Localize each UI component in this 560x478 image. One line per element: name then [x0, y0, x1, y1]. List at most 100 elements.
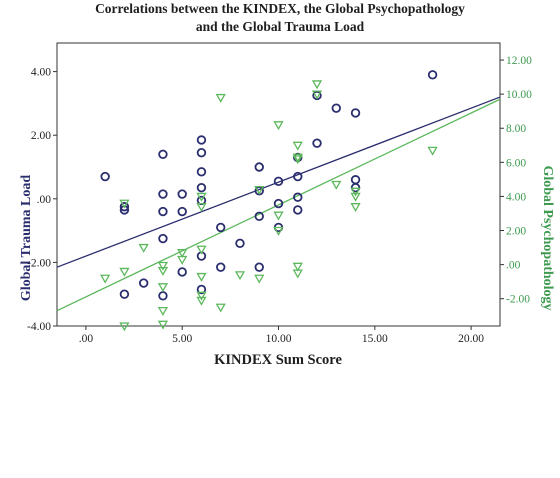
trauma-fit-line: [56, 96, 501, 268]
left-tick-label: -4.00: [27, 321, 51, 333]
trauma-point: [177, 267, 187, 277]
trauma-point: [158, 149, 168, 159]
trauma-point: [158, 206, 168, 217]
trauma-point: [293, 192, 303, 202]
trauma-point: [273, 176, 284, 187]
psychopathology-point: [273, 121, 284, 131]
psychopathology-point: [311, 80, 323, 90]
psychopathology-point: [119, 322, 130, 332]
chart-title: Correlations between the KINDEX, the Glo…: [0, 0, 560, 36]
left-tick-label: 2.00: [31, 130, 51, 142]
trauma-point: [158, 233, 168, 244]
psychopathology-point: [215, 93, 226, 103]
psychopathology-point: [157, 307, 169, 316]
psychopathology-point: [427, 146, 438, 156]
psychopathology-point: [292, 269, 303, 279]
psychopathology-point: [196, 203, 207, 212]
psychopathology-point: [292, 141, 303, 151]
psychopathology-point: [138, 243, 149, 253]
trauma-point: [196, 135, 207, 145]
psychopathology-point: [215, 303, 226, 313]
right-tick-label: 2.00: [506, 226, 526, 238]
trauma-point: [293, 205, 303, 215]
psychopathology-point: [331, 180, 342, 190]
trauma-point: [331, 103, 341, 113]
trauma-point: [100, 171, 110, 182]
trauma-point: [254, 211, 264, 221]
trauma-point: [119, 289, 130, 299]
y-axis-right-title: Global Psychopathology: [540, 165, 555, 310]
trauma-point: [216, 222, 226, 233]
psychopathology-point: [119, 199, 130, 209]
trauma-point: [177, 206, 187, 217]
x-tick-label: 10.00: [266, 333, 292, 345]
psychopathology-point: [119, 267, 130, 277]
psychopathology-point: [196, 296, 207, 306]
left-tick-label: 4.00: [31, 67, 51, 79]
trauma-point: [312, 138, 322, 148]
left-tick-label: -2.00: [27, 257, 51, 269]
right-axis-ticks: -2.00 .00 2.00 4.00 6.00 8.00 10.00 12.00: [500, 55, 532, 306]
x-tick-label: .00: [79, 333, 94, 345]
right-tick-label: 8.00: [506, 123, 526, 135]
x-tick-label: 15.00: [362, 333, 388, 345]
psychopathology-point: [234, 271, 246, 281]
psychopathology-point: [292, 153, 303, 163]
psychopathology-point: [254, 274, 265, 284]
x-tick-label: 5.00: [172, 333, 192, 345]
psychopathology-point: [350, 203, 361, 212]
y-axis-left-title: Global Trauma Load: [19, 175, 34, 302]
trauma-point: [350, 108, 361, 118]
data-markers: [100, 70, 438, 332]
psychopathology-point: [100, 274, 111, 284]
trauma-point: [293, 171, 303, 182]
trauma-point: [254, 262, 264, 272]
psychopathology-point: [196, 272, 207, 282]
trauma-point: [235, 238, 245, 249]
psychopathology-point: [196, 245, 207, 255]
trauma-point: [427, 70, 438, 80]
psychopathology-point: [350, 187, 361, 197]
x-tick-label: 20.00: [458, 333, 484, 345]
right-tick-label: 4.00: [506, 191, 526, 203]
psychopathology-point: [311, 90, 323, 100]
psychopathology-point: [292, 155, 303, 165]
trauma-point: [273, 198, 284, 209]
trauma-point: [196, 167, 207, 177]
right-tick-label: 10.00: [506, 89, 532, 101]
trauma-point: [216, 262, 226, 272]
psychopathology-point: [157, 261, 169, 271]
left-axis-ticks: -4.00 -2.00 .00 2.00 4.00: [27, 67, 57, 333]
trauma-point: [119, 202, 130, 212]
psychopathology-point: [177, 249, 188, 259]
fit-lines: [56, 96, 501, 312]
right-tick-label: 6.00: [506, 157, 526, 169]
psychopathology-point: [157, 283, 169, 293]
trauma-point: [138, 278, 149, 288]
psychopathology-point: [157, 320, 169, 330]
psychopathology-point: [157, 266, 169, 276]
psychopathology-point: [177, 255, 188, 265]
left-tick-label: .00: [37, 194, 52, 206]
psychopathology-point: [292, 262, 303, 272]
psychopathology-point: [196, 291, 207, 301]
right-tick-label: .00: [506, 260, 521, 272]
trauma-point: [254, 162, 264, 172]
psychopathology-point: [196, 192, 207, 202]
chart-title-line2: and the Global Trauma Load: [195, 19, 365, 34]
trauma-point: [196, 182, 207, 193]
psychopathology-fit-line: [56, 98, 501, 312]
trauma-point: [196, 284, 207, 295]
psychopathology-point: [254, 185, 265, 195]
psychopathology-point: [273, 226, 284, 236]
right-tick-label: -2.00: [506, 294, 530, 306]
chart-title-line1: Correlations between the KINDEX, the Glo…: [95, 1, 465, 16]
trauma-point: [158, 189, 168, 199]
psychopathology-point: [350, 192, 361, 202]
x-axis-title: KINDEX Sum Score: [214, 352, 342, 368]
psychopathology-point: [273, 211, 284, 221]
trauma-point: [196, 148, 207, 158]
trauma-point: [177, 189, 187, 199]
x-axis-ticks: .00 5.00 10.00 15.00 20.00: [79, 326, 484, 345]
